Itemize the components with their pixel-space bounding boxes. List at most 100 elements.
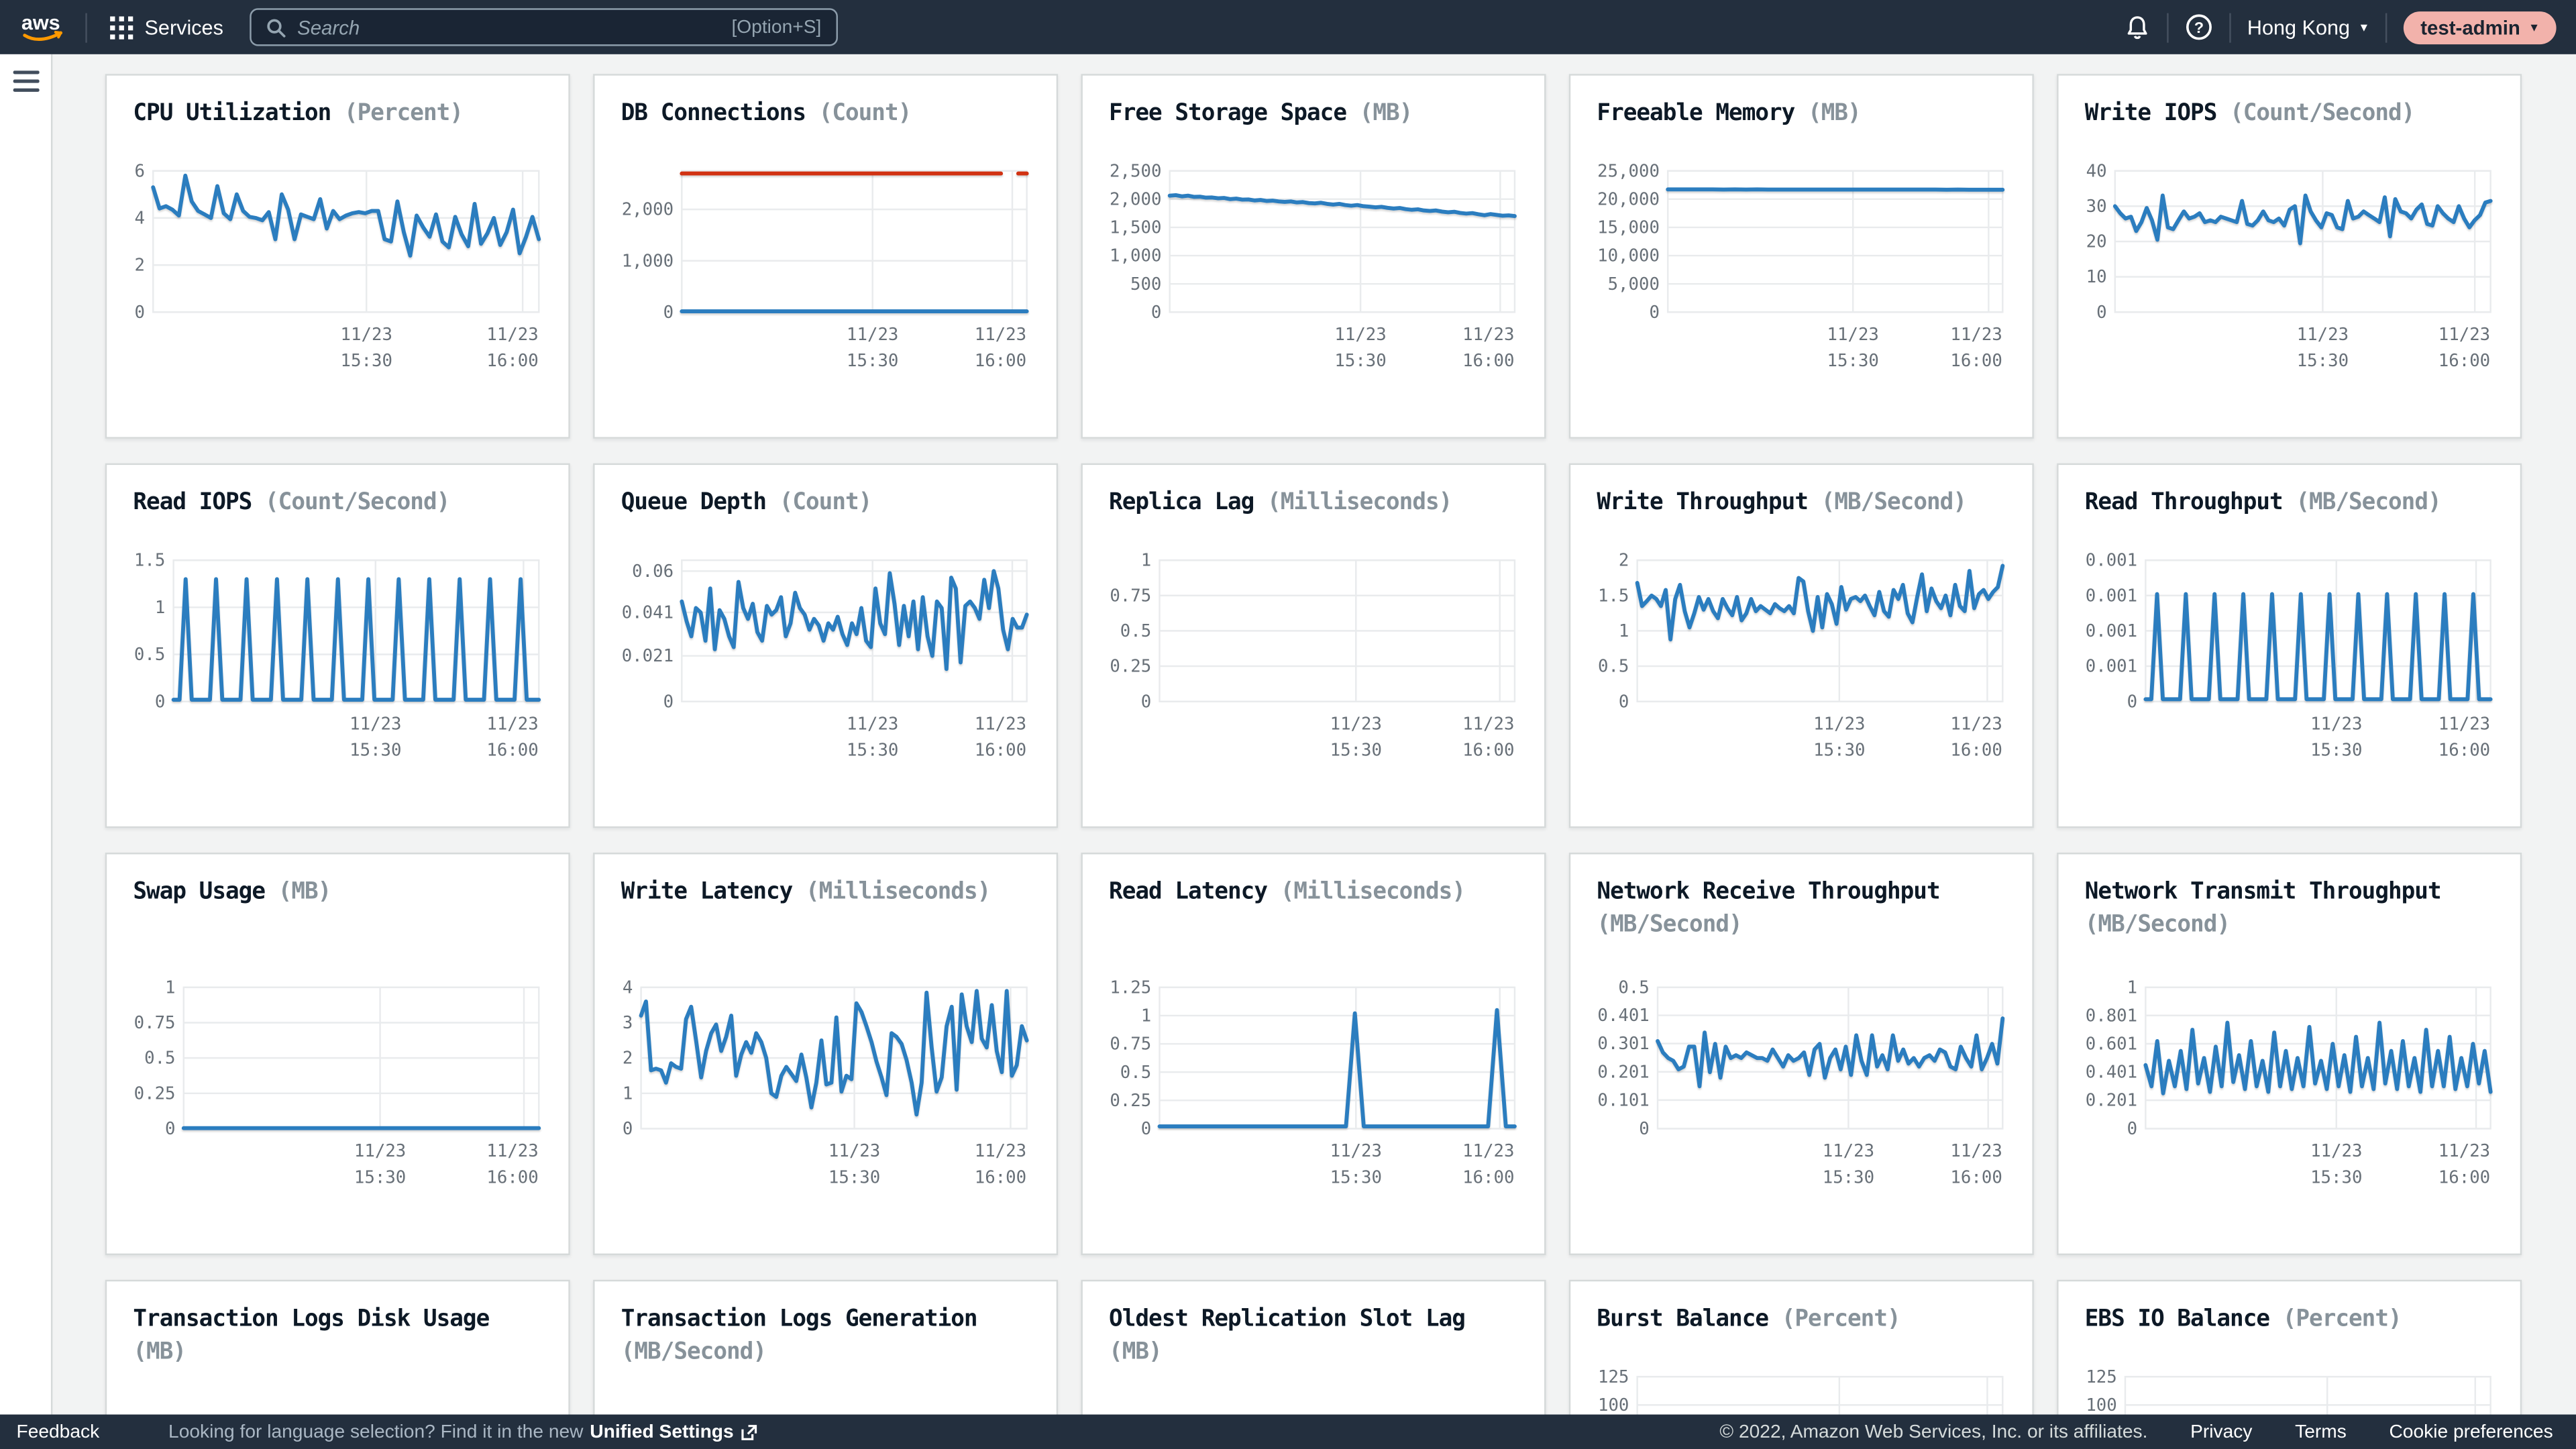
write-throughput-card[interactable]: Write Throughput (MB/Second) 0 0.5 1 1.5 2 11… — [1568, 463, 2034, 828]
search-input[interactable]: Search [Option+S] — [250, 8, 838, 46]
svg-text:16:00: 16:00 — [1462, 351, 1514, 371]
svg-text:0.201: 0.201 — [2086, 1091, 2137, 1111]
account-name: test-admin — [2420, 15, 2520, 39]
services-menu-button[interactable]: Services — [103, 15, 229, 39]
svg-text:1: 1 — [2127, 977, 2137, 998]
write-latency-card[interactable]: Write Latency (Milliseconds) 0 1 2 3 4 11/23 1… — [593, 853, 1059, 1256]
free-storage-space-card[interactable]: Free Storage Space (MB) 0 500 1,000 1,500 2,… — [1081, 74, 1546, 439]
svg-text:100: 100 — [2086, 1395, 2116, 1415]
svg-text:0.101: 0.101 — [1597, 1090, 1649, 1110]
svg-text:4: 4 — [135, 208, 145, 228]
region-selector[interactable]: Hong Kong ▼ — [2247, 15, 2369, 38]
svg-text:0: 0 — [165, 1119, 175, 1139]
chart-title: DB Connections (Count) — [621, 100, 912, 127]
read-iops-card[interactable]: Read IOPS (Count/Second) 0 0.5 1 1.5 11/23 15… — [105, 463, 570, 828]
svg-text:2: 2 — [135, 256, 145, 276]
svg-text:11/23: 11/23 — [2438, 1141, 2490, 1161]
network-transmit-throughput-chart: 0 0.201 0.401 0.601 0.801 1 11/23 15:30 11/23 16:… — [2086, 977, 2493, 1187]
write-iops-card[interactable]: Write IOPS (Count/Second) 0 10 20 30 40 11/23… — [2057, 74, 2522, 439]
svg-text:11/23: 11/23 — [1950, 714, 2002, 734]
svg-text:125: 125 — [1598, 1367, 1629, 1387]
svg-text:10: 10 — [2086, 267, 2107, 287]
chart-title: Swap Usage (MB) — [133, 879, 331, 906]
metrics-grid: CPU Utilization (Percent) 0 2 4 6 11/23 15:30… — [105, 74, 2524, 1449]
network-receive-throughput-card[interactable]: Network Receive Throughput (MB/Second) 0… — [1568, 853, 2034, 1256]
notifications-bell-icon[interactable] — [2124, 14, 2150, 40]
svg-text:100: 100 — [1598, 1395, 1629, 1415]
svg-text:16:00: 16:00 — [975, 1167, 1026, 1187]
svg-text:11/23: 11/23 — [1330, 714, 1382, 734]
svg-text:0: 0 — [2096, 303, 2106, 323]
svg-text:500: 500 — [1130, 274, 1161, 294]
chart-title: Write IOPS (Count/Second) — [2084, 100, 2416, 127]
chart-title: Write Latency (Milliseconds) — [621, 879, 991, 906]
queue-depth-card[interactable]: Queue Depth (Count) 0 0.021 0.041 0.06 11/23… — [593, 463, 1059, 828]
read-latency-card[interactable]: Read Latency (Milliseconds) 0 0.25 0.5 0.75… — [1081, 853, 1546, 1256]
unified-settings-link[interactable]: Unified Settings — [590, 1421, 734, 1442]
swap-usage-card[interactable]: Swap Usage (MB) 0 0.25 0.5 0.75 1 11/23 15:30 1… — [105, 853, 570, 1256]
svg-text:0: 0 — [623, 1119, 633, 1139]
svg-text:11/23: 11/23 — [486, 1141, 538, 1161]
svg-text:16:00: 16:00 — [486, 1167, 538, 1187]
chart-title: Read Latency (Milliseconds) — [1109, 879, 1466, 906]
chevron-down-icon: ▼ — [2528, 23, 2540, 35]
svg-text:11/23: 11/23 — [486, 325, 538, 345]
feedback-link[interactable]: Feedback — [16, 1421, 100, 1442]
svg-text:0.5: 0.5 — [1120, 1063, 1151, 1083]
svg-text:16:00: 16:00 — [486, 741, 538, 761]
db-connections-card[interactable]: DB Connections (Count) 0 1,000 2,000 11/23 1… — [593, 74, 1059, 439]
chart-title: Replica Lag (Milliseconds) — [1109, 489, 1452, 516]
svg-text:15:30: 15:30 — [341, 351, 392, 371]
chart-title: Free Storage Space (MB) — [1109, 100, 1413, 127]
cookie-preferences-link[interactable]: Cookie preferences — [2389, 1421, 2553, 1442]
svg-text:0.5: 0.5 — [1120, 621, 1151, 641]
svg-text:1,500: 1,500 — [1110, 218, 1161, 238]
svg-text:25,000: 25,000 — [1597, 161, 1660, 181]
svg-text:16:00: 16:00 — [1950, 351, 2002, 371]
network-transmit-throughput-card[interactable]: Network Transmit Throughput (MB/Second) … — [2057, 853, 2522, 1256]
hamburger-menu-icon[interactable] — [13, 70, 40, 92]
read-throughput-card[interactable]: Read Throughput (MB/Second) 0 0.001 0.001 0… — [2057, 463, 2522, 828]
svg-text:0: 0 — [2127, 692, 2137, 712]
read-throughput-chart: 0 0.001 0.001 0.001 0.001 11/23 15:30 11/23 16:0… — [2086, 551, 2493, 761]
svg-text:11/23: 11/23 — [2438, 714, 2490, 734]
svg-text:11/23: 11/23 — [975, 1141, 1026, 1161]
region-label: Hong Kong — [2247, 15, 2351, 39]
svg-text:11/23: 11/23 — [1813, 714, 1865, 734]
svg-text:0.001: 0.001 — [2086, 657, 2137, 677]
svg-text:15:30: 15:30 — [2310, 741, 2362, 761]
svg-text:16:00: 16:00 — [2438, 351, 2490, 371]
privacy-link[interactable]: Privacy — [2190, 1421, 2253, 1442]
replica-lag-card[interactable]: Replica Lag (Milliseconds) 0 0.25 0.5 0.75 1… — [1081, 463, 1546, 828]
svg-text:20,000: 20,000 — [1597, 189, 1660, 209]
svg-text:0.5: 0.5 — [134, 645, 165, 665]
svg-text:16:00: 16:00 — [2438, 741, 2490, 761]
svg-text:0.75: 0.75 — [134, 1013, 176, 1033]
svg-text:0: 0 — [1619, 692, 1629, 712]
cpu-utilization-card[interactable]: CPU Utilization (Percent) 0 2 4 6 11/23 15:30… — [105, 74, 570, 439]
svg-text:11/23: 11/23 — [1462, 714, 1514, 734]
db-connections-chart: 0 1,000 2,000 11/23 15:30 11/23 16:00 — [622, 170, 1029, 371]
svg-text:15:30: 15:30 — [1827, 351, 1879, 371]
collapsed-sidebar — [0, 54, 53, 1415]
svg-text:0: 0 — [663, 692, 674, 712]
chart-title: Write Throughput (MB/Second) — [1597, 489, 1967, 516]
svg-text:11/23: 11/23 — [350, 714, 401, 734]
svg-text:16:00: 16:00 — [486, 351, 538, 371]
services-label: Services — [144, 15, 223, 39]
svg-text:15,000: 15,000 — [1597, 218, 1660, 238]
svg-text:1: 1 — [1141, 1006, 1151, 1026]
svg-text:11/23: 11/23 — [1462, 325, 1514, 345]
terms-link[interactable]: Terms — [2295, 1421, 2347, 1442]
svg-text:11/23: 11/23 — [354, 1141, 406, 1161]
chart-title: Queue Depth (Count) — [621, 489, 873, 516]
topbar-right-cluster: ? Hong Kong ▼ test-admin ▼ — [2124, 10, 2557, 44]
account-menu[interactable]: test-admin ▼ — [2404, 10, 2557, 44]
svg-text:2: 2 — [623, 1049, 633, 1069]
svg-text:16:00: 16:00 — [2438, 1167, 2490, 1187]
aws-logo[interactable]: aws — [19, 9, 68, 45]
svg-text:0.021: 0.021 — [622, 646, 674, 666]
freeable-memory-card[interactable]: Freeable Memory (MB) 0 5,000 10,000 15,000 2… — [1568, 74, 2034, 439]
help-icon[interactable]: ? — [2185, 13, 2213, 42]
